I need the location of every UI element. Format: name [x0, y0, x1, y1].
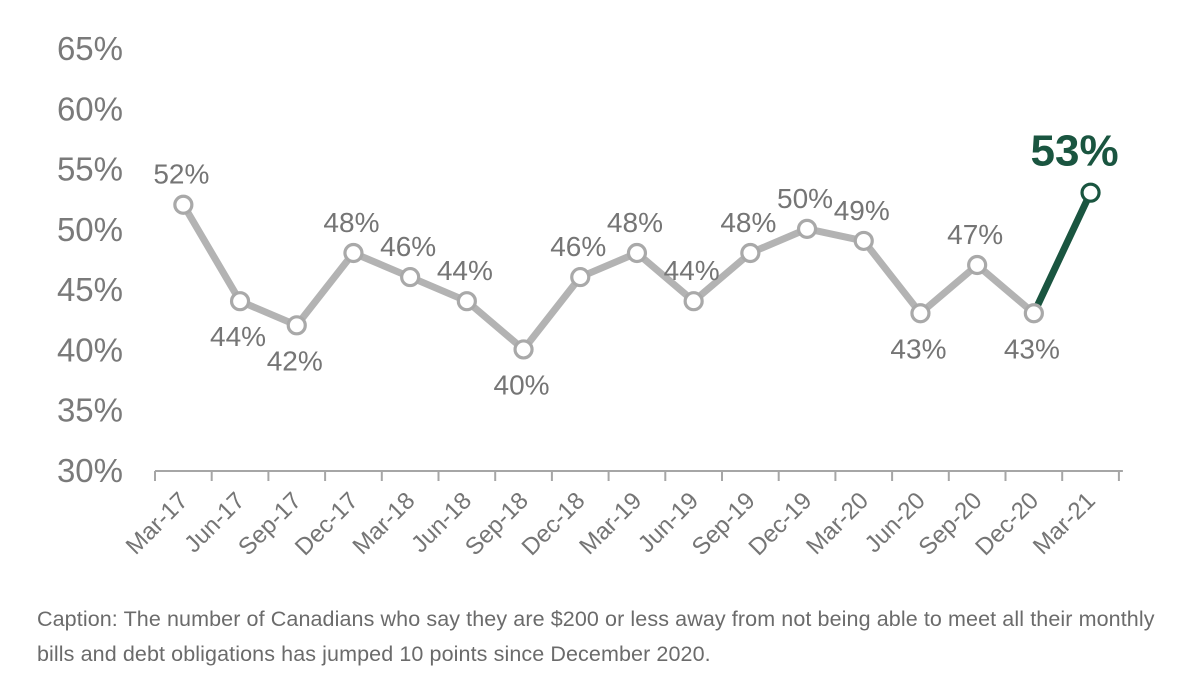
data-point-marker [400, 266, 421, 288]
data-label: 43% [1004, 333, 1060, 364]
data-point-marker [910, 303, 931, 324]
data-label: 50% [777, 183, 833, 214]
x-axis-category-label: Sep-18 [460, 487, 534, 561]
highlight-point-marker [1080, 182, 1101, 203]
data-point-marker [286, 315, 307, 336]
x-axis-category-label: Dec-20 [970, 487, 1044, 561]
line-chart: 30%35%40%45%50%55%60%65%Mar-17Jun-17Sep-… [57, 30, 1123, 561]
x-axis-category-label: Mar-19 [574, 487, 647, 560]
data-label: 42% [267, 345, 323, 376]
figure-caption: Caption: The number of Canadians who say… [37, 607, 1155, 666]
highlight-data-label: 53% [1031, 127, 1119, 176]
data-point-marker [626, 242, 648, 264]
x-axis-category-label: Dec-19 [743, 487, 817, 561]
data-label: 44% [210, 321, 266, 352]
x-axis-category-label: Sep-19 [687, 487, 761, 561]
data-label: 48% [607, 207, 663, 238]
data-label: 49% [834, 195, 890, 226]
y-axis-tick-label: 45% [57, 271, 123, 308]
data-point-marker [683, 291, 704, 312]
data-label: 52% [153, 159, 209, 190]
x-axis-category-label: Sep-17 [233, 487, 307, 561]
data-point-marker [853, 230, 874, 252]
series-line [179, 201, 1038, 353]
y-axis-tick-label: 30% [57, 452, 123, 489]
x-axis-category-label: Mar-17 [121, 487, 194, 560]
data-point-marker [343, 242, 364, 264]
y-axis-tick-label: 35% [57, 392, 123, 429]
data-label: 43% [890, 333, 946, 364]
data-point-marker [513, 339, 534, 360]
y-axis-tick-label: 65% [57, 30, 123, 67]
data-point-marker [456, 291, 477, 312]
data-label: 47% [947, 219, 1003, 250]
x-axis-category-label: Dec-17 [290, 487, 364, 561]
data-label: 48% [323, 207, 379, 238]
x-axis-category-label: Dec-18 [517, 487, 591, 561]
x-axis-category-label: Mar-21 [1028, 487, 1101, 560]
data-point-marker [796, 218, 818, 239]
data-label: 40% [494, 369, 550, 400]
x-axis-category-label: Mar-20 [801, 487, 874, 560]
data-point-marker [1023, 303, 1044, 324]
highlight-segment [1030, 189, 1095, 317]
x-axis-category-label: Mar-18 [348, 487, 421, 560]
y-axis-tick-label: 55% [57, 151, 123, 188]
data-point-marker [740, 242, 761, 264]
data-point-marker [173, 194, 194, 215]
data-label: 44% [437, 255, 493, 286]
y-axis-tick-label: 40% [57, 331, 123, 368]
data-label: 48% [720, 207, 776, 238]
data-point-marker [967, 254, 988, 276]
data-label: 44% [664, 255, 720, 286]
data-point-marker [229, 291, 251, 312]
x-axis-category-label: Sep-20 [914, 487, 988, 561]
y-axis-tick-label: 50% [57, 211, 123, 248]
y-axis-tick-label: 60% [57, 90, 123, 127]
data-label: 46% [380, 231, 436, 262]
data-point-marker [570, 266, 591, 288]
data-label: 46% [550, 231, 606, 262]
